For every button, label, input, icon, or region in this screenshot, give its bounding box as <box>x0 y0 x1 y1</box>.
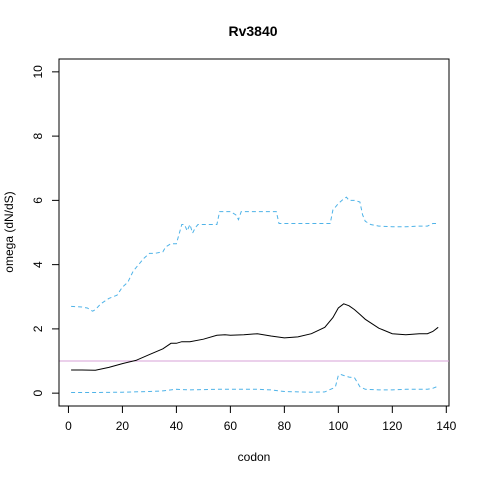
y-tick-label: 4 <box>31 261 45 268</box>
plot-frame <box>58 58 450 407</box>
x-tick-label: 60 <box>224 419 238 433</box>
y-tick-label: 2 <box>31 325 45 332</box>
y-tick-label: 10 <box>31 65 45 79</box>
x-axis-label: codon <box>238 450 271 464</box>
x-tick-label: 0 <box>65 419 72 433</box>
chart-title: Rv3840 <box>228 23 277 39</box>
series-line-upper <box>71 196 439 312</box>
series-line-lower <box>71 373 439 393</box>
x-tick-label: 20 <box>116 419 130 433</box>
x-tick-label: 100 <box>328 419 348 433</box>
series-line-estimate <box>71 303 439 371</box>
x-tick-label: 40 <box>170 419 184 433</box>
x-axis: 0 20 40 60 80 100 120 140 <box>65 405 457 433</box>
x-tick-label: 120 <box>382 419 402 433</box>
y-axis: 0 2 4 6 8 10 <box>31 65 60 396</box>
x-tick-label: 140 <box>436 419 456 433</box>
y-axis-label: omega (dN/dS) <box>2 191 16 272</box>
series-layer <box>71 196 439 393</box>
y-tick-label: 0 <box>31 389 45 396</box>
x-tick-label: 80 <box>278 419 292 433</box>
y-tick-label: 6 <box>31 197 45 204</box>
y-tick-label: 8 <box>31 132 45 139</box>
